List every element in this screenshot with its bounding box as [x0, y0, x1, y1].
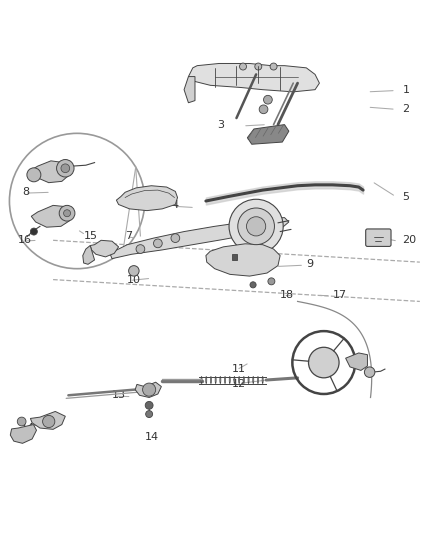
- Polygon shape: [90, 240, 119, 257]
- Polygon shape: [117, 185, 177, 211]
- Circle shape: [255, 63, 262, 70]
- Ellipse shape: [210, 376, 212, 384]
- Circle shape: [171, 234, 180, 243]
- Circle shape: [57, 159, 74, 177]
- Ellipse shape: [253, 376, 254, 384]
- Polygon shape: [110, 217, 289, 259]
- Ellipse shape: [225, 376, 226, 384]
- Circle shape: [145, 401, 153, 409]
- Text: 17: 17: [332, 290, 346, 300]
- Text: 20: 20: [403, 235, 417, 245]
- Circle shape: [143, 383, 155, 396]
- Text: 12: 12: [232, 379, 246, 390]
- Text: 18: 18: [280, 290, 294, 300]
- Circle shape: [153, 239, 162, 248]
- Ellipse shape: [206, 376, 207, 384]
- Ellipse shape: [234, 376, 235, 384]
- Polygon shape: [135, 382, 161, 398]
- Circle shape: [30, 228, 37, 235]
- Text: 1: 1: [403, 85, 410, 95]
- Circle shape: [59, 205, 75, 221]
- Polygon shape: [232, 254, 237, 260]
- Circle shape: [238, 208, 275, 245]
- Circle shape: [146, 410, 152, 417]
- Circle shape: [61, 164, 70, 173]
- Circle shape: [27, 168, 41, 182]
- Polygon shape: [30, 161, 71, 183]
- Text: 13: 13: [112, 390, 126, 400]
- Circle shape: [308, 348, 339, 378]
- Text: 2: 2: [403, 104, 410, 114]
- Ellipse shape: [220, 376, 221, 384]
- Circle shape: [64, 210, 71, 217]
- Circle shape: [17, 417, 26, 426]
- Polygon shape: [83, 246, 95, 264]
- Polygon shape: [188, 63, 319, 92]
- Text: 15: 15: [84, 231, 98, 241]
- Text: 10: 10: [127, 274, 141, 285]
- Polygon shape: [31, 205, 73, 227]
- Text: 11: 11: [232, 364, 246, 374]
- Text: 4: 4: [171, 200, 178, 211]
- Text: 14: 14: [20, 423, 35, 433]
- Circle shape: [247, 217, 266, 236]
- Circle shape: [364, 367, 375, 377]
- Ellipse shape: [201, 376, 202, 384]
- Text: 5: 5: [403, 192, 410, 201]
- Text: 8: 8: [22, 187, 30, 197]
- Circle shape: [259, 105, 268, 114]
- Polygon shape: [30, 411, 65, 430]
- FancyBboxPatch shape: [366, 229, 391, 246]
- Polygon shape: [346, 353, 367, 370]
- Circle shape: [42, 415, 55, 427]
- Ellipse shape: [229, 376, 230, 384]
- Ellipse shape: [262, 376, 263, 384]
- Text: 9: 9: [306, 260, 314, 269]
- Polygon shape: [206, 244, 280, 276]
- Ellipse shape: [239, 376, 240, 384]
- Circle shape: [240, 63, 247, 70]
- Polygon shape: [184, 77, 195, 103]
- Ellipse shape: [215, 376, 216, 384]
- Polygon shape: [11, 425, 36, 443]
- Circle shape: [268, 278, 275, 285]
- Text: 3: 3: [217, 119, 224, 130]
- Polygon shape: [247, 125, 289, 144]
- Circle shape: [129, 265, 139, 276]
- Circle shape: [250, 282, 256, 288]
- Circle shape: [229, 199, 283, 253]
- Text: 7: 7: [125, 231, 132, 241]
- Circle shape: [136, 245, 145, 253]
- Text: 14: 14: [145, 432, 159, 442]
- Circle shape: [264, 95, 272, 104]
- Circle shape: [270, 63, 277, 70]
- Text: 16: 16: [18, 235, 32, 245]
- Ellipse shape: [248, 376, 249, 384]
